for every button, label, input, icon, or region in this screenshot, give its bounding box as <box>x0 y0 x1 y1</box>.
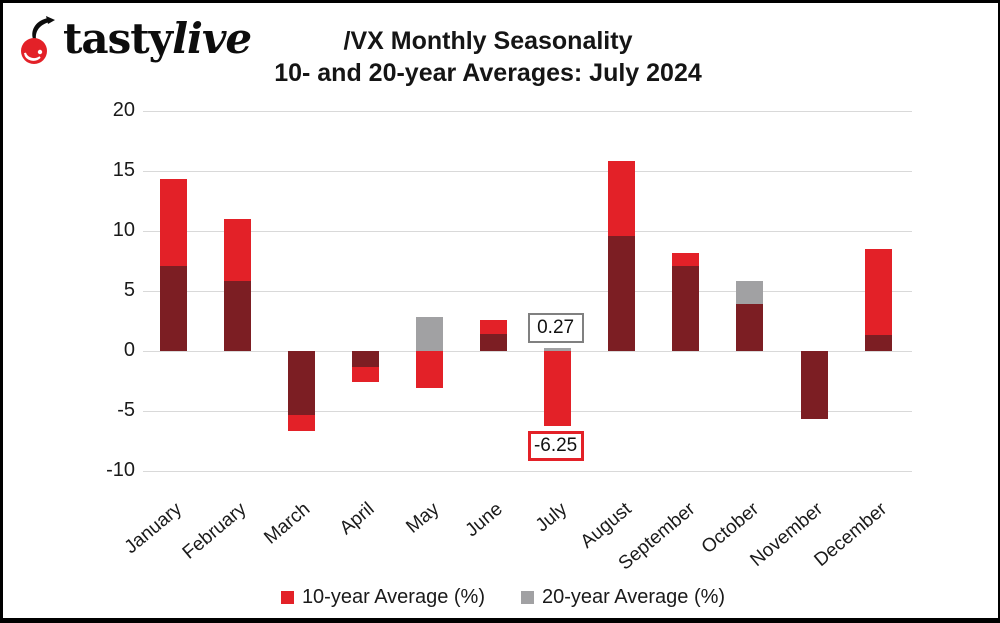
bar-january-10yr <box>159 179 187 266</box>
gridline-y15 <box>143 171 912 172</box>
brand-part-2: live <box>172 14 252 63</box>
x-axis-label-may: May <box>401 498 443 538</box>
bar-august-overlap <box>608 235 636 351</box>
bar-april-overlap <box>351 351 379 367</box>
bar-october-20yr <box>736 281 764 305</box>
gridline-y-5 <box>143 411 912 412</box>
legend-item-10-year: 10-year Average (%) <box>280 586 485 609</box>
bar-october-overlap <box>736 304 764 351</box>
gridline-y10 <box>143 231 912 232</box>
x-axis-label-june: June <box>461 498 507 542</box>
annotation-0.27: 0.27 <box>527 312 584 343</box>
gridline-y20 <box>143 111 912 112</box>
bar-january-overlap <box>159 265 187 351</box>
bar-june-overlap <box>480 334 507 351</box>
chart-title-line2: 10- and 20-year Averages: July 2024 <box>274 59 702 87</box>
bar-july-20yr <box>544 347 572 351</box>
y-axis-tick-0: 0 <box>123 339 135 361</box>
y-axis-tick-5: 5 <box>123 279 135 301</box>
bar-march-10yr <box>287 414 315 432</box>
x-axis-label-february: February <box>178 498 251 564</box>
bar-november-overlap <box>800 351 828 420</box>
gridline-y5 <box>143 291 912 292</box>
bar-december-10yr <box>864 249 892 336</box>
bar-august-10yr <box>608 161 636 236</box>
bar-june-10yr <box>480 319 507 335</box>
bar-december-overlap <box>864 335 892 351</box>
y-axis-tick--10: -10 <box>106 459 135 481</box>
y-axis-tick-15: 15 <box>112 159 135 181</box>
bar-april-10yr <box>351 366 379 383</box>
bar-march-overlap <box>287 351 315 415</box>
chart-title: /VX Monthly Seasonality 10- and 20-year … <box>3 25 973 89</box>
brand-part-1: tasty <box>63 14 173 63</box>
legend-item-20-year: 20-year Average (%) <box>521 586 725 609</box>
y-axis-tick-10: 10 <box>112 219 135 241</box>
bar-september-overlap <box>672 265 700 351</box>
bar-may-20yr <box>415 317 443 351</box>
gridline-y0 <box>143 351 912 352</box>
tastylive-logo: tastylive <box>15 14 252 65</box>
bar-may-10yr <box>415 351 443 389</box>
legend-label-10-year: 10-year Average (%) <box>301 586 485 608</box>
y-axis-tick-20: 20 <box>112 99 135 121</box>
x-axis-label-july: July <box>531 498 572 537</box>
x-axis-label-august: August <box>576 498 636 553</box>
x-axis-label-march: March <box>260 498 315 549</box>
annotation--6.25: -6.25 <box>527 431 584 461</box>
chart-title-line1: /VX Monthly Seasonality <box>343 27 633 55</box>
x-axis-label-april: April <box>336 498 379 540</box>
bar-september-10yr <box>672 252 700 266</box>
bar-february-10yr <box>223 219 251 282</box>
x-axis-label-january: January <box>121 498 187 559</box>
legend-swatch-20-year <box>521 591 534 604</box>
legend-label-20-year: 20-year Average (%) <box>542 586 726 608</box>
legend-swatch-10-year <box>280 591 294 604</box>
gridline-y-10 <box>143 471 912 472</box>
bar-july-10yr <box>544 351 572 426</box>
brand-wordmark: tastylive <box>63 14 252 63</box>
bar-february-overlap <box>223 281 251 351</box>
cherry-icon <box>21 16 55 64</box>
chart-legend: 10-year Average (%) 20-year Average (%) <box>3 586 998 609</box>
y-axis-tick--5: -5 <box>117 399 135 421</box>
